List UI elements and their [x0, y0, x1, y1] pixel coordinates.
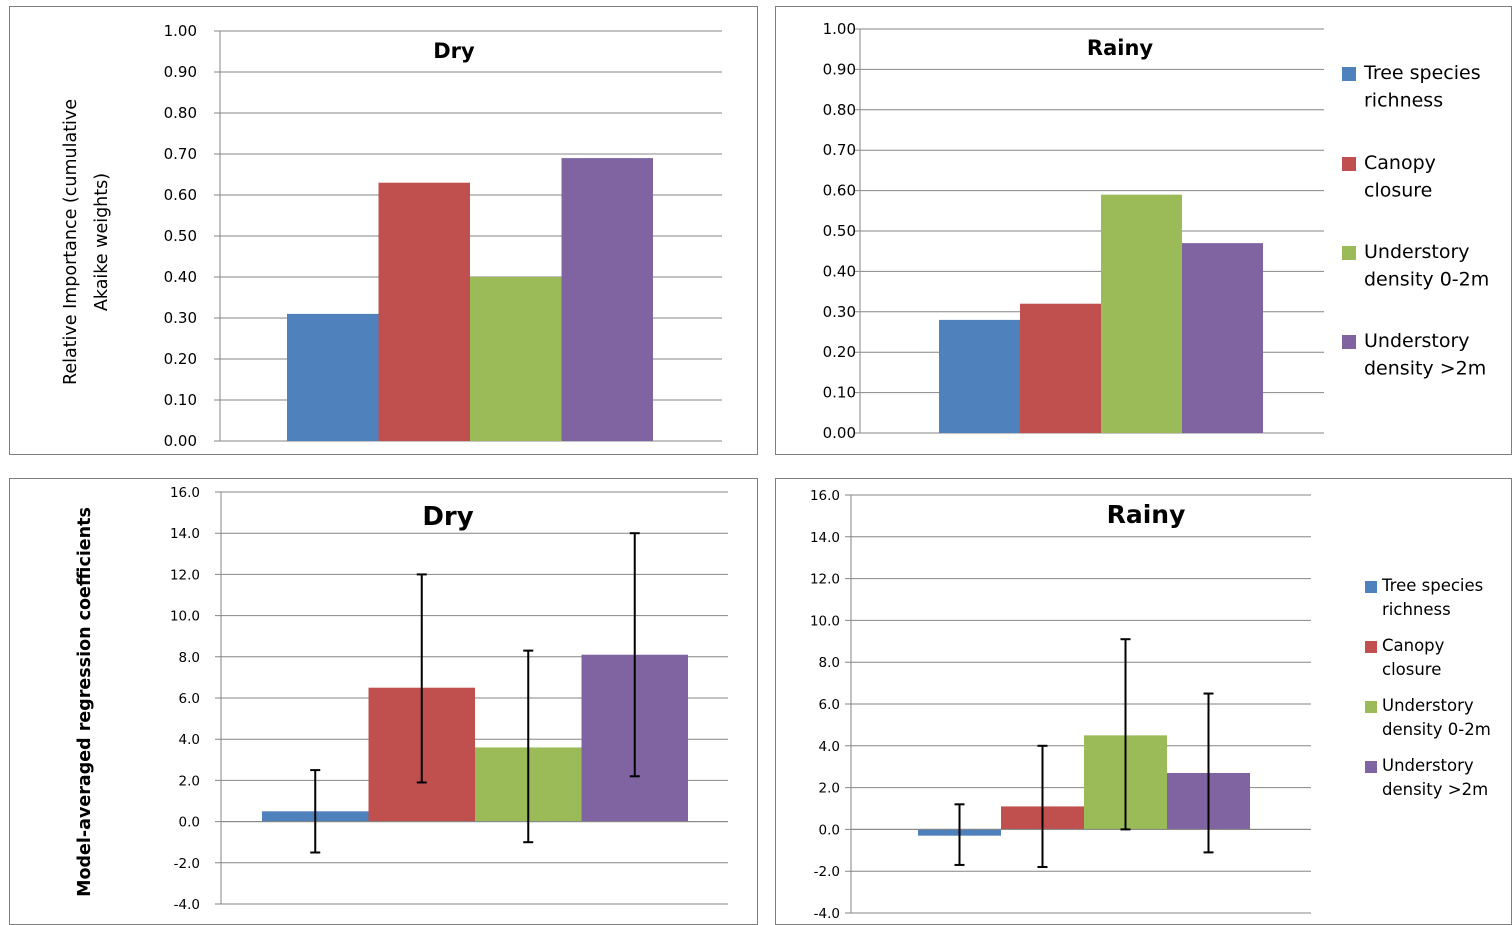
- chart-rainy-coefficients-svg: -4.0 -2.0 0.0 2.0 4.0 6.0 8.0 10.0 12.0 14.0 16.0 R…: [810, 488, 1491, 922]
- legend-label-line: density 0-2m: [1382, 720, 1491, 739]
- y-tick-label: 0.30: [823, 303, 856, 321]
- y-tick-label: 4.0: [179, 732, 200, 748]
- legend-label: Understory density >2m: [1364, 330, 1486, 380]
- chart-rainy-coefficients: -4.0 -2.0 0.0 2.0 4.0 6.0 8.0 10.0 12.0 14.0 16.0 R…: [775, 478, 1512, 925]
- y-tick-label: 0.70: [823, 141, 856, 159]
- y-tick-label: 12.0: [810, 572, 840, 588]
- legend-swatch: [1342, 246, 1356, 260]
- chart-title: Rainy: [1107, 500, 1186, 529]
- chart-dry-coefficients: -4.0 -2.0 0.0 2.0 4.0 6.0 8.0 10.0 12.0 14.0 16.0 D…: [9, 478, 758, 925]
- y-tick-label: 0.10: [164, 391, 197, 409]
- chart-title: Rainy: [1087, 36, 1153, 60]
- legend-label: Tree species richness: [1363, 62, 1481, 112]
- y-axis-label: Akaike weights): [92, 173, 112, 311]
- y-tick-label: 0.70: [164, 145, 197, 163]
- legend-swatch: [1342, 157, 1356, 171]
- legend-label-line: density 0-2m: [1364, 269, 1489, 291]
- y-tick-label: 6.0: [819, 697, 840, 713]
- chart-dry-importance-svg: 0.00 0.10 0.20 0.30 0.40 0.50 0.60 0.70 0.80 0.90…: [61, 22, 722, 450]
- legend-swatch: [1365, 581, 1377, 593]
- y-tick-label: 4.0: [819, 739, 840, 755]
- bar: [1020, 303, 1101, 433]
- y-tick-label: 0.90: [823, 60, 856, 78]
- y-tick-label: 10.0: [810, 613, 840, 629]
- legend-label: Understory density 0-2m: [1364, 241, 1489, 291]
- legend-swatch: [1342, 67, 1356, 81]
- y-tick-label: 12.0: [170, 567, 200, 583]
- y-tick-label: 0.20: [164, 350, 197, 368]
- y-tick-label: 0.00: [164, 432, 197, 450]
- y-tick-label: 8.0: [819, 655, 840, 671]
- bar: [287, 313, 379, 441]
- y-tick-label: 10.0: [170, 609, 200, 625]
- legend-label-line: Canopy: [1364, 152, 1436, 174]
- legend-label-line: closure: [1364, 180, 1432, 202]
- y-axis-label: Model-averaged regression coefficients: [75, 507, 95, 897]
- y-tick-label: 16.0: [170, 485, 200, 501]
- bar: [939, 319, 1020, 433]
- bar: [378, 182, 470, 441]
- y-tick-label: 0.50: [823, 222, 856, 240]
- y-tick-label: 0.0: [819, 822, 840, 838]
- y-tick-label: 2.0: [179, 773, 200, 789]
- legend-label-line: richness: [1382, 600, 1451, 619]
- bar: [470, 277, 562, 441]
- y-tick-label: 6.0: [179, 691, 200, 707]
- legend-label: Canopy closure: [1382, 636, 1445, 679]
- legend-label: Tree species richness: [1381, 576, 1483, 619]
- y-tick-label: 0.00: [823, 424, 856, 442]
- y-tick-label: 0.20: [823, 343, 856, 361]
- legend-swatch: [1365, 641, 1377, 653]
- y-tick-label: 14.0: [170, 526, 200, 542]
- y-tick-label: -4.0: [174, 897, 200, 913]
- bar: [1182, 243, 1263, 433]
- y-tick-label: 0.80: [823, 101, 856, 119]
- y-tick-label: 0.40: [823, 262, 856, 280]
- y-tick-label: 8.0: [179, 650, 200, 666]
- legend-label-line: density >2m: [1382, 780, 1488, 799]
- legend-swatch: [1365, 701, 1377, 713]
- y-tick-label: 0.60: [164, 186, 197, 204]
- y-tick-label: 0.40: [164, 268, 197, 286]
- legend-label-line: richness: [1364, 90, 1443, 112]
- legend-swatch: [1342, 335, 1356, 349]
- chart-dry-importance: 0.00 0.10 0.20 0.30 0.40 0.50 0.60 0.70 0.80 0.90…: [9, 6, 758, 455]
- y-tick-label: 0.10: [823, 384, 856, 402]
- chart-title: Dry: [422, 502, 473, 532]
- y-tick-label: 0.60: [823, 182, 856, 200]
- legend-label-line: Tree species: [1363, 62, 1481, 84]
- legend-label-line: Understory: [1382, 696, 1474, 715]
- y-tick-label: 2.0: [819, 781, 840, 797]
- y-axis-label: Relative Importance (cumulative: [61, 99, 81, 385]
- y-tick-label: 0.50: [164, 227, 197, 245]
- legend-label-line: density >2m: [1364, 358, 1486, 380]
- y-tick-label: 14.0: [810, 530, 840, 546]
- y-tick-label: 0.90: [164, 63, 197, 81]
- chart-title: Dry: [433, 39, 475, 63]
- chart-dry-coefficients-svg: -4.0 -2.0 0.0 2.0 4.0 6.0 8.0 10.0 12.0 14.0 16.0 D…: [75, 485, 728, 913]
- legend-label-line: Tree species: [1381, 576, 1483, 595]
- legend-label: Understory density >2m: [1382, 756, 1488, 799]
- legend-label-line: Understory: [1364, 330, 1470, 352]
- legend-label: Understory density 0-2m: [1382, 696, 1491, 739]
- legend-swatch: [1365, 761, 1377, 773]
- y-tick-label: 0.80: [164, 104, 197, 122]
- y-tick-label: 1.00: [164, 22, 197, 40]
- bar: [561, 158, 653, 441]
- y-tick-label: -2.0: [174, 856, 200, 872]
- y-tick-label: -2.0: [814, 864, 840, 880]
- y-tick-label: 0.30: [164, 309, 197, 327]
- legend-label-line: Understory: [1382, 756, 1474, 775]
- chart-rainy-importance: 0.00 0.10 0.20 0.30 0.40 0.50 0.60 0.70 0.80 0.90…: [775, 6, 1512, 455]
- bar: [1101, 194, 1182, 433]
- legend-label-line: closure: [1382, 660, 1441, 679]
- y-tick-label: 0.0: [179, 815, 200, 831]
- legend-label-line: Understory: [1364, 241, 1470, 263]
- legend-label: Canopy closure: [1364, 152, 1436, 202]
- y-tick-label: 1.00: [823, 20, 856, 38]
- chart-rainy-importance-svg: 0.00 0.10 0.20 0.30 0.40 0.50 0.60 0.70 0.80 0.90…: [823, 20, 1490, 442]
- y-tick-label: -4.0: [814, 906, 840, 922]
- y-tick-label: 16.0: [810, 488, 840, 504]
- legend-label-line: Canopy: [1382, 636, 1445, 655]
